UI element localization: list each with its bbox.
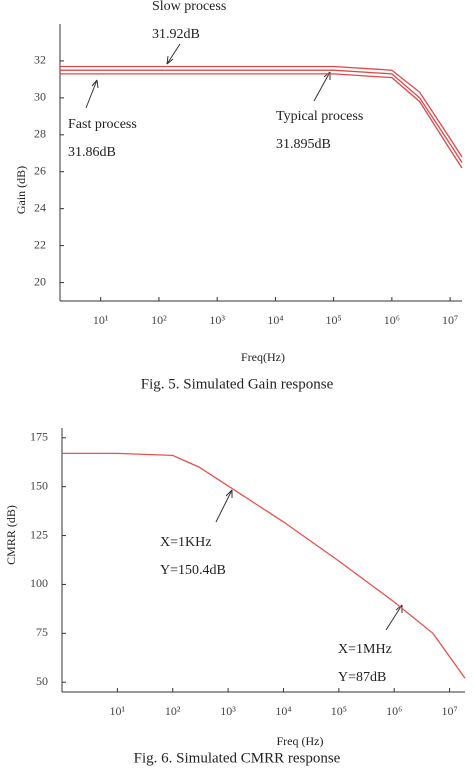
y-tick-label: 100	[30, 576, 48, 590]
y-tick-label: 22	[34, 237, 46, 251]
y-tick-label: 24	[34, 200, 46, 214]
x-tick-label: 10⁶	[386, 704, 402, 718]
annotation: 31.86dB	[68, 145, 116, 160]
line-series	[60, 73, 463, 169]
annotation: Y=150.4dB	[160, 563, 226, 578]
arrow	[85, 79, 98, 109]
arrow	[385, 604, 403, 631]
y-tick-label: 150	[30, 478, 48, 492]
y-tick-label: 26	[34, 163, 46, 177]
caption: Fig. 6. Simulated CMRR response	[134, 750, 341, 766]
y-tick-label: 175	[30, 430, 48, 444]
annotation: X=1MHz	[338, 642, 392, 657]
annotation: 31.92dB	[152, 27, 200, 42]
x-tick-label: 10¹	[93, 313, 109, 327]
line-series	[62, 452, 466, 679]
y-tick-label: 75	[36, 625, 48, 639]
x-tick-label: 10⁴	[275, 704, 291, 718]
arrows	[85, 43, 403, 631]
x-axis-label: Freq(Hz)	[241, 350, 285, 364]
arrow-head	[323, 71, 331, 80]
y-axis-label: CMRR (dB)	[4, 505, 18, 565]
y-tick-label: 30	[34, 90, 46, 104]
line-series	[60, 69, 463, 163]
annotation: Slow process	[152, 0, 226, 14]
y-tick-label: 28	[34, 127, 46, 141]
y-tick-label: 50	[36, 674, 48, 688]
line-series	[60, 65, 463, 158]
arrow	[215, 489, 233, 523]
y-tick-label: 125	[30, 527, 48, 541]
y-tick-label: 20	[34, 274, 46, 288]
arrow	[313, 71, 331, 102]
x-tick-label: 10⁵	[326, 313, 342, 327]
arrow-head	[91, 79, 99, 89]
y-axis-label: Gain (dB)	[14, 166, 28, 214]
x-tick-label: 10⁷	[441, 704, 457, 718]
annotation: X=1KHz	[160, 535, 211, 550]
x-tick-label: 10⁴	[267, 313, 283, 327]
x-tick-label: 10³	[209, 313, 225, 327]
arrow-head	[166, 55, 174, 65]
arrow-head	[225, 489, 233, 498]
x-axis-label: Freq (Hz)	[277, 734, 324, 748]
arrow	[166, 43, 181, 65]
x-tick-label: 10⁶	[384, 313, 400, 327]
x-tick-label: 10⁵	[331, 704, 347, 718]
y-tick-label: 32	[34, 53, 46, 67]
x-tick-label: 10²	[165, 704, 181, 718]
x-tick-label: 10²	[151, 313, 167, 327]
x-tick-label: 10¹	[110, 704, 126, 718]
annotation: 31.895dB	[276, 137, 331, 152]
x-tick-label: 10⁷	[442, 313, 458, 327]
annotation: Typical process	[276, 109, 363, 124]
caption: Fig. 5. Simulated Gain response	[141, 376, 334, 392]
annotation: Y=87dB	[338, 670, 386, 685]
annotation: Fast process	[68, 117, 137, 132]
x-tick-label: 10³	[220, 704, 236, 718]
